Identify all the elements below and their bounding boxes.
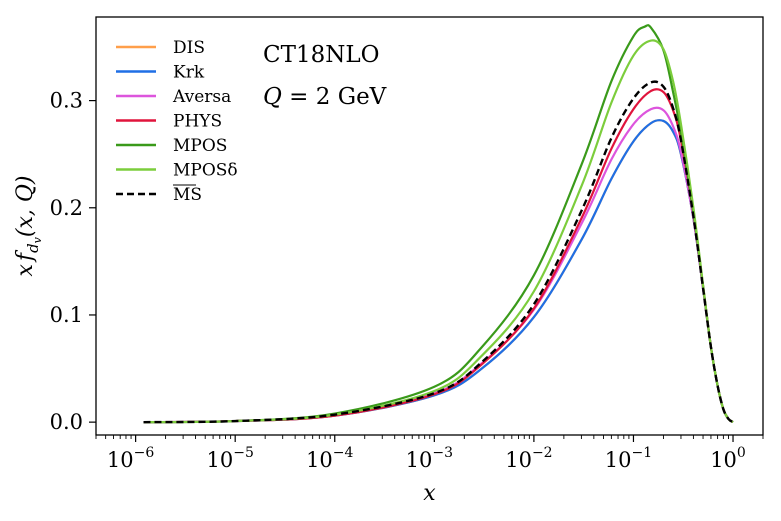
legend-label-ms: MS — [173, 185, 202, 205]
x-tick-label: 10−6 — [107, 445, 154, 472]
x-tick-label: 10−1 — [605, 445, 652, 472]
y-tick-label: 0.2 — [50, 196, 83, 220]
legend-label-mpos: MPOSδ — [173, 161, 238, 181]
x-tick-label: 10−2 — [505, 445, 552, 472]
legend-label-aversa: Aversa — [172, 87, 231, 107]
x-tick-label: 100 — [710, 445, 746, 472]
annotation-scale: Q = 2 GeV — [263, 84, 387, 110]
legend-label-krk: Krk — [173, 63, 205, 83]
x-tick-label: 10−3 — [406, 445, 453, 472]
legend: DIS Krk Aversa PHYS MPOS MPOSδ MS — [116, 38, 238, 205]
series-line-ms — [143, 80, 734, 424]
y-tick-label: 0.0 — [50, 410, 83, 434]
annotation-pdf-set: CT18NLO — [263, 42, 379, 68]
series-line-mpos — [143, 39, 734, 424]
x-tick-label: 10−5 — [207, 445, 254, 472]
series-layer — [143, 24, 734, 424]
x-tick-label: 10−4 — [306, 445, 353, 472]
legend-label-phys: PHYS — [173, 112, 222, 132]
x-axis-label: x — [423, 481, 436, 506]
legend-label-mpos: MPOS — [173, 136, 227, 156]
y-tick-label: 0.1 — [50, 303, 83, 327]
ticks-layer: 10−6 10−5 10−4 10−3 10−2 10−1 100 0.0 0.1 0.2 0.3 — [50, 89, 764, 472]
legend-label-dis: DIS — [173, 38, 205, 58]
y-tick-label: 0.3 — [50, 89, 83, 113]
